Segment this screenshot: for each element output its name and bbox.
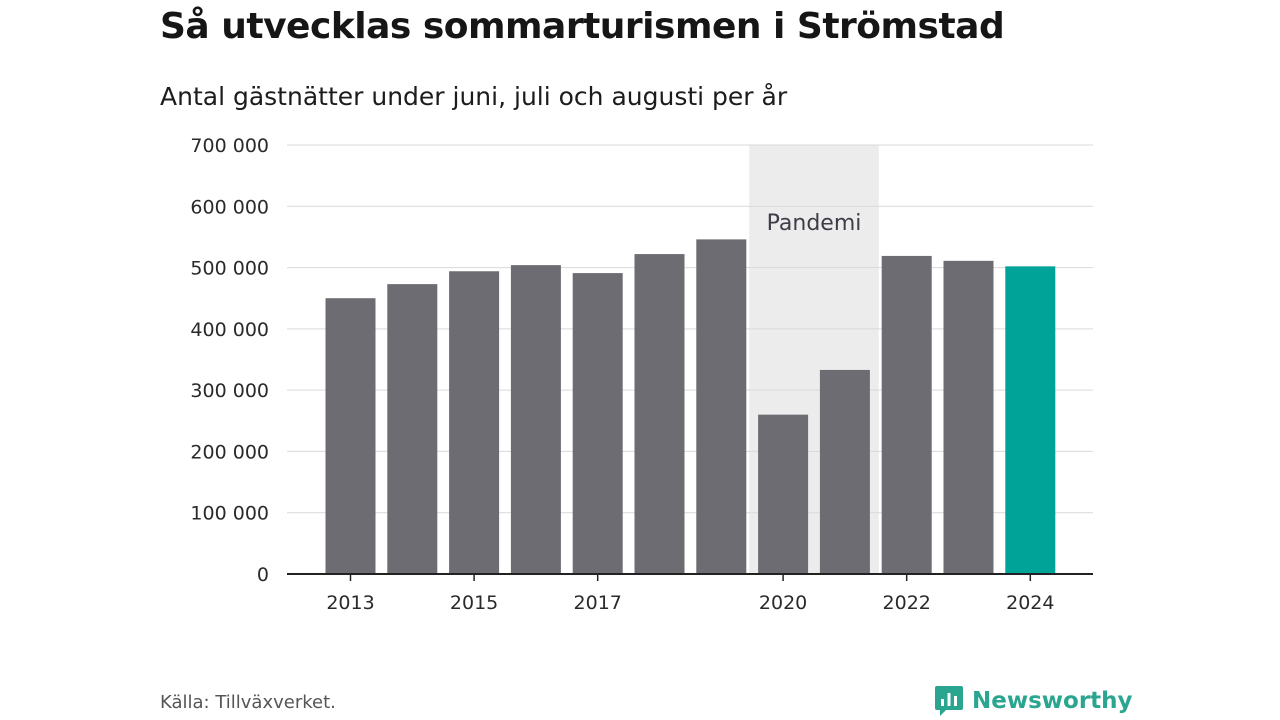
y-tick-label: 100 000 — [190, 503, 269, 525]
bar — [696, 239, 747, 574]
y-tick-label: 300 000 — [190, 380, 269, 402]
bar — [325, 298, 376, 574]
x-tick-label: 2013 — [326, 592, 374, 614]
pandemic-label: Pandemi — [767, 211, 862, 236]
y-tick-label: 0 — [257, 564, 269, 586]
newsworthy-logo-icon — [935, 686, 963, 716]
y-tick-label: 200 000 — [190, 441, 269, 463]
bar — [943, 260, 994, 574]
bar — [449, 271, 500, 574]
source-note: Källa: Tillväxverket. — [160, 692, 336, 713]
y-tick-label: 400 000 — [190, 319, 269, 341]
y-tick-label: 700 000 — [190, 135, 269, 157]
bar — [510, 265, 561, 574]
x-tick-label: 2017 — [574, 592, 622, 614]
bar — [819, 369, 870, 574]
bar — [758, 414, 809, 574]
x-tick-label: 2020 — [759, 592, 807, 614]
x-tick-label: 2024 — [1006, 592, 1054, 614]
bar — [1005, 266, 1056, 574]
brand-name: Newsworthy — [972, 688, 1133, 714]
bar — [572, 273, 623, 574]
bar — [881, 255, 932, 575]
bar — [634, 254, 685, 575]
bar — [387, 284, 438, 574]
x-tick-label: 2022 — [883, 592, 931, 614]
x-tick-label: 2015 — [450, 592, 498, 614]
chart-subtitle: Antal gästnätter under juni, juli och au… — [160, 82, 788, 111]
chart-title: Så utvecklas sommarturismen i Strömstad — [160, 6, 1005, 47]
y-tick-label: 500 000 — [190, 258, 269, 280]
y-tick-label: 600 000 — [190, 196, 269, 218]
brand-logo: Newsworthy — [934, 684, 1133, 718]
